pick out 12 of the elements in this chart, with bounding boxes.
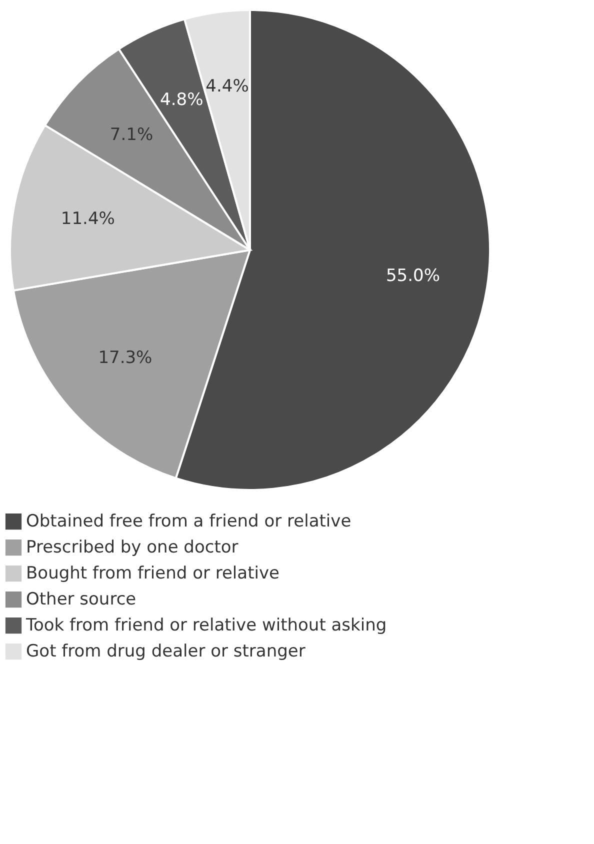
data-label: 4.4% <box>206 76 249 97</box>
data-label: 55.0% <box>386 266 440 286</box>
data-label: 4.8% <box>160 90 204 110</box>
legend-label: Took from friend or relative without asking <box>25 616 387 636</box>
legend-label: Obtained free from a friend or relative <box>26 512 352 532</box>
legend-label: Bought from friend or relative <box>26 564 280 584</box>
data-label: 17.3% <box>98 348 152 368</box>
legend-label: Prescribed by one doctor <box>26 538 238 558</box>
data-label: 11.4% <box>60 209 115 230</box>
legend-label: Other source <box>26 590 136 610</box>
legend-label: Got from drug dealer or stranger <box>26 642 306 662</box>
data-label: 7.1% <box>110 125 154 146</box>
